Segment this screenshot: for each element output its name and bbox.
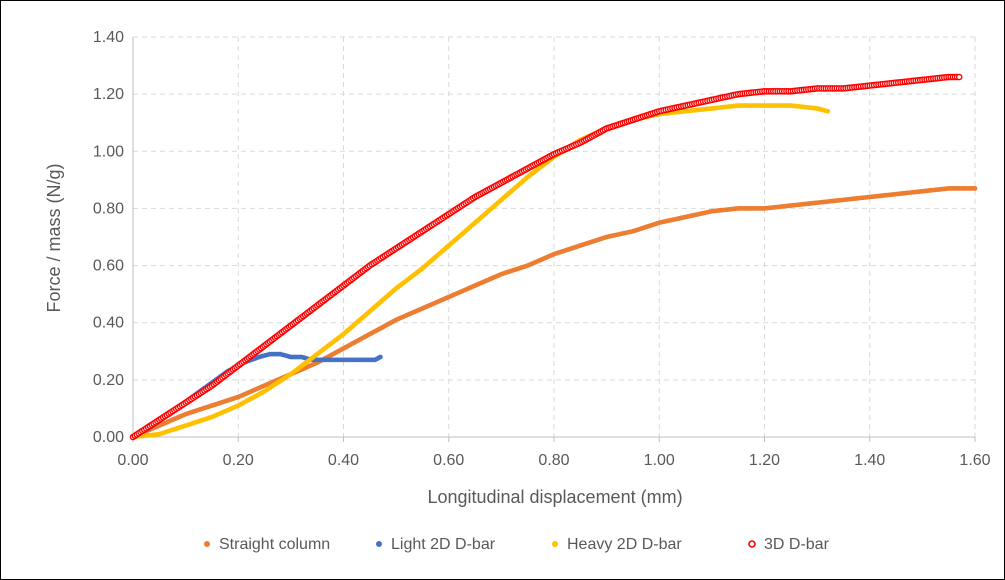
y-tick-label: 1.40: [93, 29, 124, 46]
x-tick-label: 0.80: [538, 452, 569, 469]
legend-label: 3D D-bar: [764, 536, 830, 553]
legend-label: Heavy 2D D-bar: [567, 536, 682, 553]
legend-label: Straight column: [219, 536, 330, 553]
x-tick-label: 0.00: [117, 452, 148, 469]
axis-layer: 0.00 0.20 0.40 0.60 0.80 1.00 1.20 1.40 0.00 0.20…: [93, 29, 991, 469]
x-tick-label: 1.60: [959, 452, 990, 469]
data-point: [825, 108, 831, 114]
x-axis-title: Longitudinal displacement (mm): [427, 487, 682, 507]
y-axis-title: Force / mass (N/g): [44, 163, 64, 312]
y-tick-label: 0.20: [93, 372, 124, 389]
x-tick-label: 0.20: [223, 452, 254, 469]
legend-label: Light 2D D-bar: [391, 536, 496, 553]
y-tick-label: 1.00: [93, 143, 124, 160]
legend-marker: [748, 540, 756, 548]
y-tick-label: 0.00: [93, 429, 124, 446]
x-tick-label: 1.40: [854, 452, 885, 469]
y-tick-label: 1.20: [93, 86, 124, 103]
legend-marker: [376, 541, 382, 547]
y-tick-label: 0.80: [93, 200, 124, 217]
y-tick-label: 0.40: [93, 315, 124, 332]
x-tick-label: 1.00: [644, 452, 675, 469]
x-tick-label: 0.60: [433, 452, 464, 469]
x-tick-label: 1.20: [749, 452, 780, 469]
data-layer: [129, 73, 978, 441]
series-heavy-2d-d-bar: [130, 103, 831, 440]
series-3d-d-bar: [129, 73, 963, 441]
legend-marker: [204, 541, 210, 547]
grid-layer: [133, 36, 976, 437]
data-point: [972, 186, 978, 191]
data-point: [955, 73, 963, 81]
legend-marker: [552, 541, 558, 547]
data-point: [377, 354, 383, 360]
x-tick-label: 0.40: [328, 452, 359, 469]
legend: Straight column Light 2D D-bar Heavy 2D D-…: [204, 536, 830, 553]
y-tick-label: 0.60: [93, 258, 124, 275]
